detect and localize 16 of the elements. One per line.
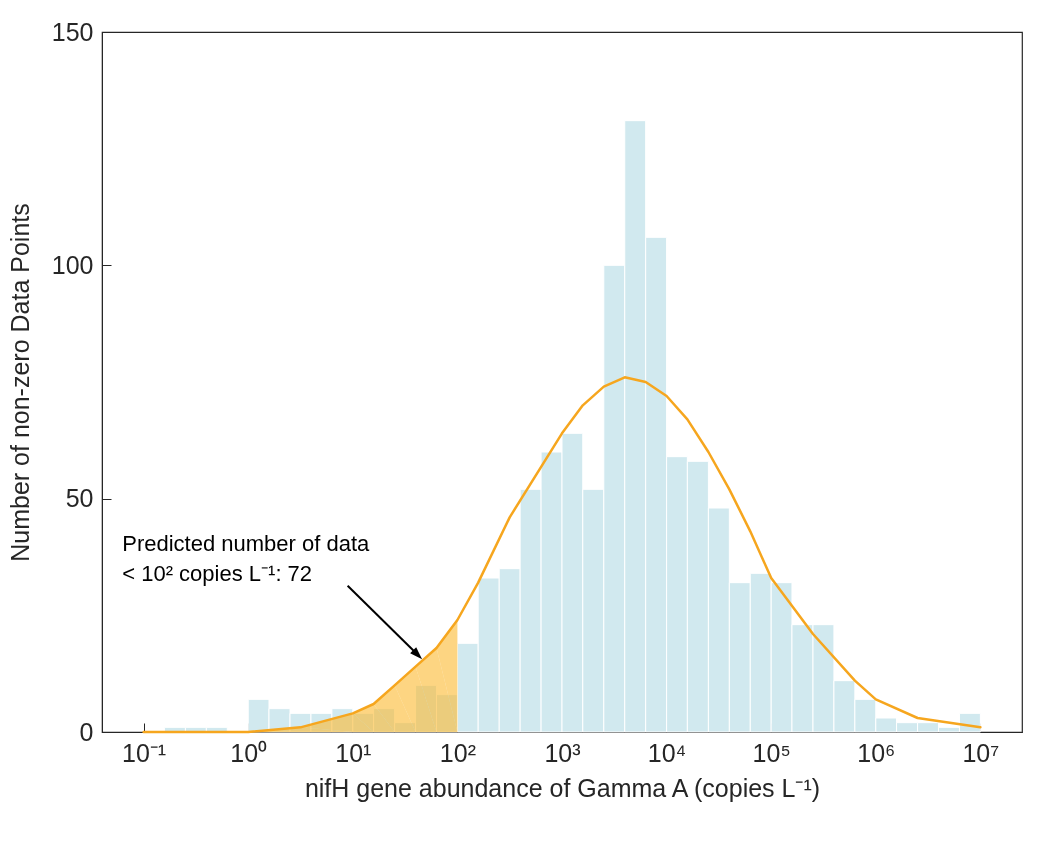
y-tick-label: 100 [51, 250, 94, 279]
x-axis-title: nifH gene abundance of Gamma A (copies L⁻¹) [304, 773, 821, 802]
annotation: Predicted number of data < 10² copies L⁻¹: 72 [122, 530, 371, 586]
x-tick-label: 10⁵ [752, 738, 791, 767]
x-tick-label: 10³ [544, 738, 581, 767]
y-tick-label: 0 [79, 717, 94, 746]
x-tick-label: 10⁶ [857, 738, 896, 767]
x-tick-label: 10⁻¹ [122, 738, 167, 767]
x-tick-label: 10² [439, 738, 476, 767]
y-tick-label: 150 [51, 17, 94, 46]
x-tick-label: 10⁴ [647, 738, 687, 767]
x-tick-label: 10¹ [335, 738, 372, 767]
x-tick-label: 10⁰ [230, 738, 268, 767]
y-tick-label: 50 [65, 484, 94, 513]
y-axis-title: Number of non-zero Data Points [5, 203, 34, 562]
x-tick-label: 10⁷ [962, 738, 1000, 767]
